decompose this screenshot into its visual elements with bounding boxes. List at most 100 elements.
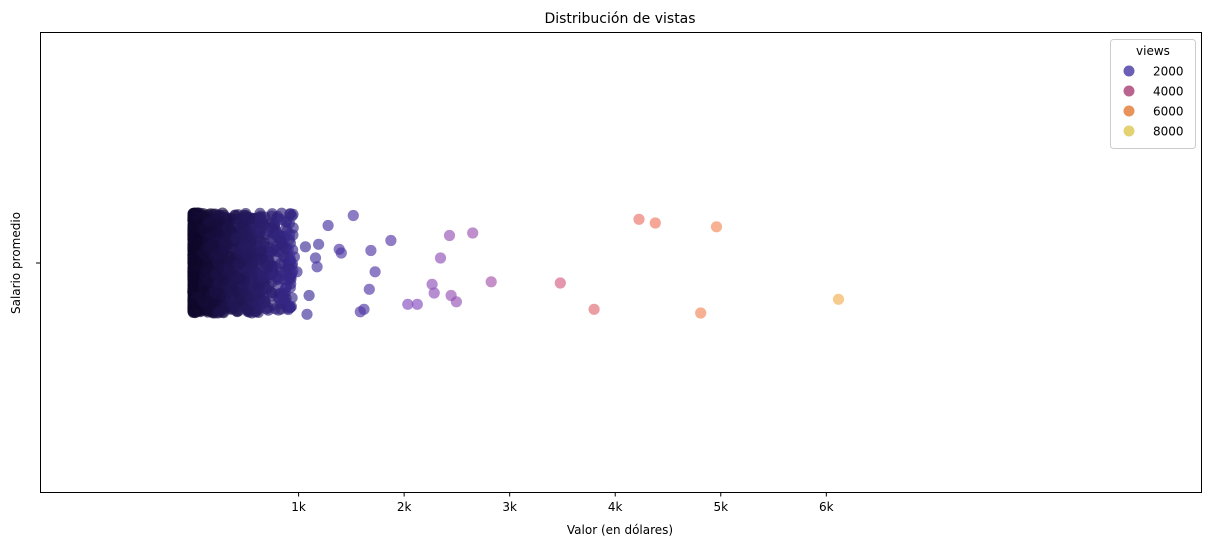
data-point <box>258 297 270 309</box>
data-point <box>212 307 224 319</box>
data-point <box>230 232 242 244</box>
legend-entries: 2000 4000 6000 8000 <box>1123 65 1184 139</box>
x-tick-label: 5k <box>713 500 728 514</box>
legend-label: 2000 <box>1153 65 1184 79</box>
data-point <box>303 289 315 302</box>
data-point <box>242 306 254 318</box>
x-tick-label: 4k <box>608 500 623 514</box>
data-point <box>365 244 377 257</box>
data-point <box>369 266 381 278</box>
data-point <box>426 278 438 290</box>
chart-title: Distribución de vistas <box>544 11 695 27</box>
plot-marks <box>187 207 845 320</box>
data-point <box>226 284 238 296</box>
data-point <box>428 287 440 299</box>
data-point <box>411 298 423 310</box>
data-point <box>222 250 234 262</box>
x-tick-label: 3k <box>502 500 517 514</box>
data-point <box>209 208 221 220</box>
data-point <box>244 247 256 259</box>
data-point <box>710 221 723 233</box>
x-tick-label: 1k <box>291 500 306 514</box>
data-point <box>284 208 296 220</box>
data-point <box>288 251 300 263</box>
data-point <box>283 228 296 240</box>
data-point <box>202 274 214 286</box>
legend-label: 6000 <box>1153 105 1184 119</box>
data-point <box>275 214 287 226</box>
y-axis-label: Salario promedio <box>9 212 23 314</box>
legend-label: 4000 <box>1153 85 1184 99</box>
data-point <box>226 267 238 279</box>
data-point <box>485 276 497 288</box>
dense-point-cluster <box>187 207 299 319</box>
data-point <box>212 256 224 268</box>
data-point <box>255 226 267 238</box>
data-point <box>196 224 208 236</box>
data-point <box>226 298 238 310</box>
data-point <box>212 226 224 238</box>
data-point <box>275 236 287 249</box>
data-point <box>234 257 246 269</box>
data-point <box>240 211 252 223</box>
data-point <box>313 238 325 250</box>
legend-marker <box>1123 65 1135 77</box>
data-point <box>284 302 296 314</box>
legend-title: views <box>1136 44 1170 58</box>
data-point <box>266 289 278 301</box>
x-tick-label: 6k <box>819 500 834 514</box>
data-point <box>187 253 199 265</box>
data-point <box>385 234 397 247</box>
data-point <box>443 229 456 242</box>
data-point <box>322 219 334 232</box>
data-point <box>279 283 291 295</box>
data-point <box>301 308 313 320</box>
data-point <box>245 235 257 248</box>
data-point <box>203 242 215 254</box>
data-point <box>187 299 199 311</box>
data-point <box>633 213 645 225</box>
data-point <box>256 252 268 264</box>
legend-label: 8000 <box>1153 125 1184 139</box>
data-point <box>189 240 201 252</box>
data-point <box>187 229 199 241</box>
data-point <box>467 227 479 239</box>
data-point <box>257 271 269 283</box>
data-point <box>363 283 375 295</box>
data-point <box>217 275 229 287</box>
data-point <box>234 273 246 285</box>
x-axis-label: Valor (en dólares) <box>567 523 673 537</box>
data-point <box>333 243 345 255</box>
data-point <box>649 217 661 229</box>
data-point <box>299 241 311 253</box>
data-point <box>209 287 221 299</box>
data-point <box>588 303 600 315</box>
data-point <box>354 306 366 318</box>
data-point <box>309 252 322 264</box>
data-point <box>203 216 215 228</box>
data-point <box>554 277 566 289</box>
data-point <box>259 211 271 223</box>
data-point <box>291 266 303 278</box>
data-point <box>192 211 204 223</box>
data-point <box>695 307 707 319</box>
data-point <box>347 209 359 222</box>
data-point <box>217 242 230 254</box>
x-axis-ticks: 1k 2k 3k 4k 5k 6k <box>291 492 834 514</box>
legend: views 2000 4000 6000 8000 <box>1110 39 1196 149</box>
data-point <box>450 296 462 308</box>
data-point <box>434 252 447 264</box>
data-point <box>275 303 287 315</box>
data-point <box>311 261 323 273</box>
data-point <box>283 217 295 229</box>
data-point <box>241 290 253 302</box>
legend-marker <box>1123 105 1135 117</box>
data-point <box>187 280 199 292</box>
legend-marker <box>1123 125 1135 137</box>
legend-marker <box>1123 85 1135 97</box>
x-tick-label: 2k <box>397 500 412 514</box>
data-point <box>832 293 845 305</box>
data-point <box>277 291 289 303</box>
data-point <box>402 298 414 310</box>
